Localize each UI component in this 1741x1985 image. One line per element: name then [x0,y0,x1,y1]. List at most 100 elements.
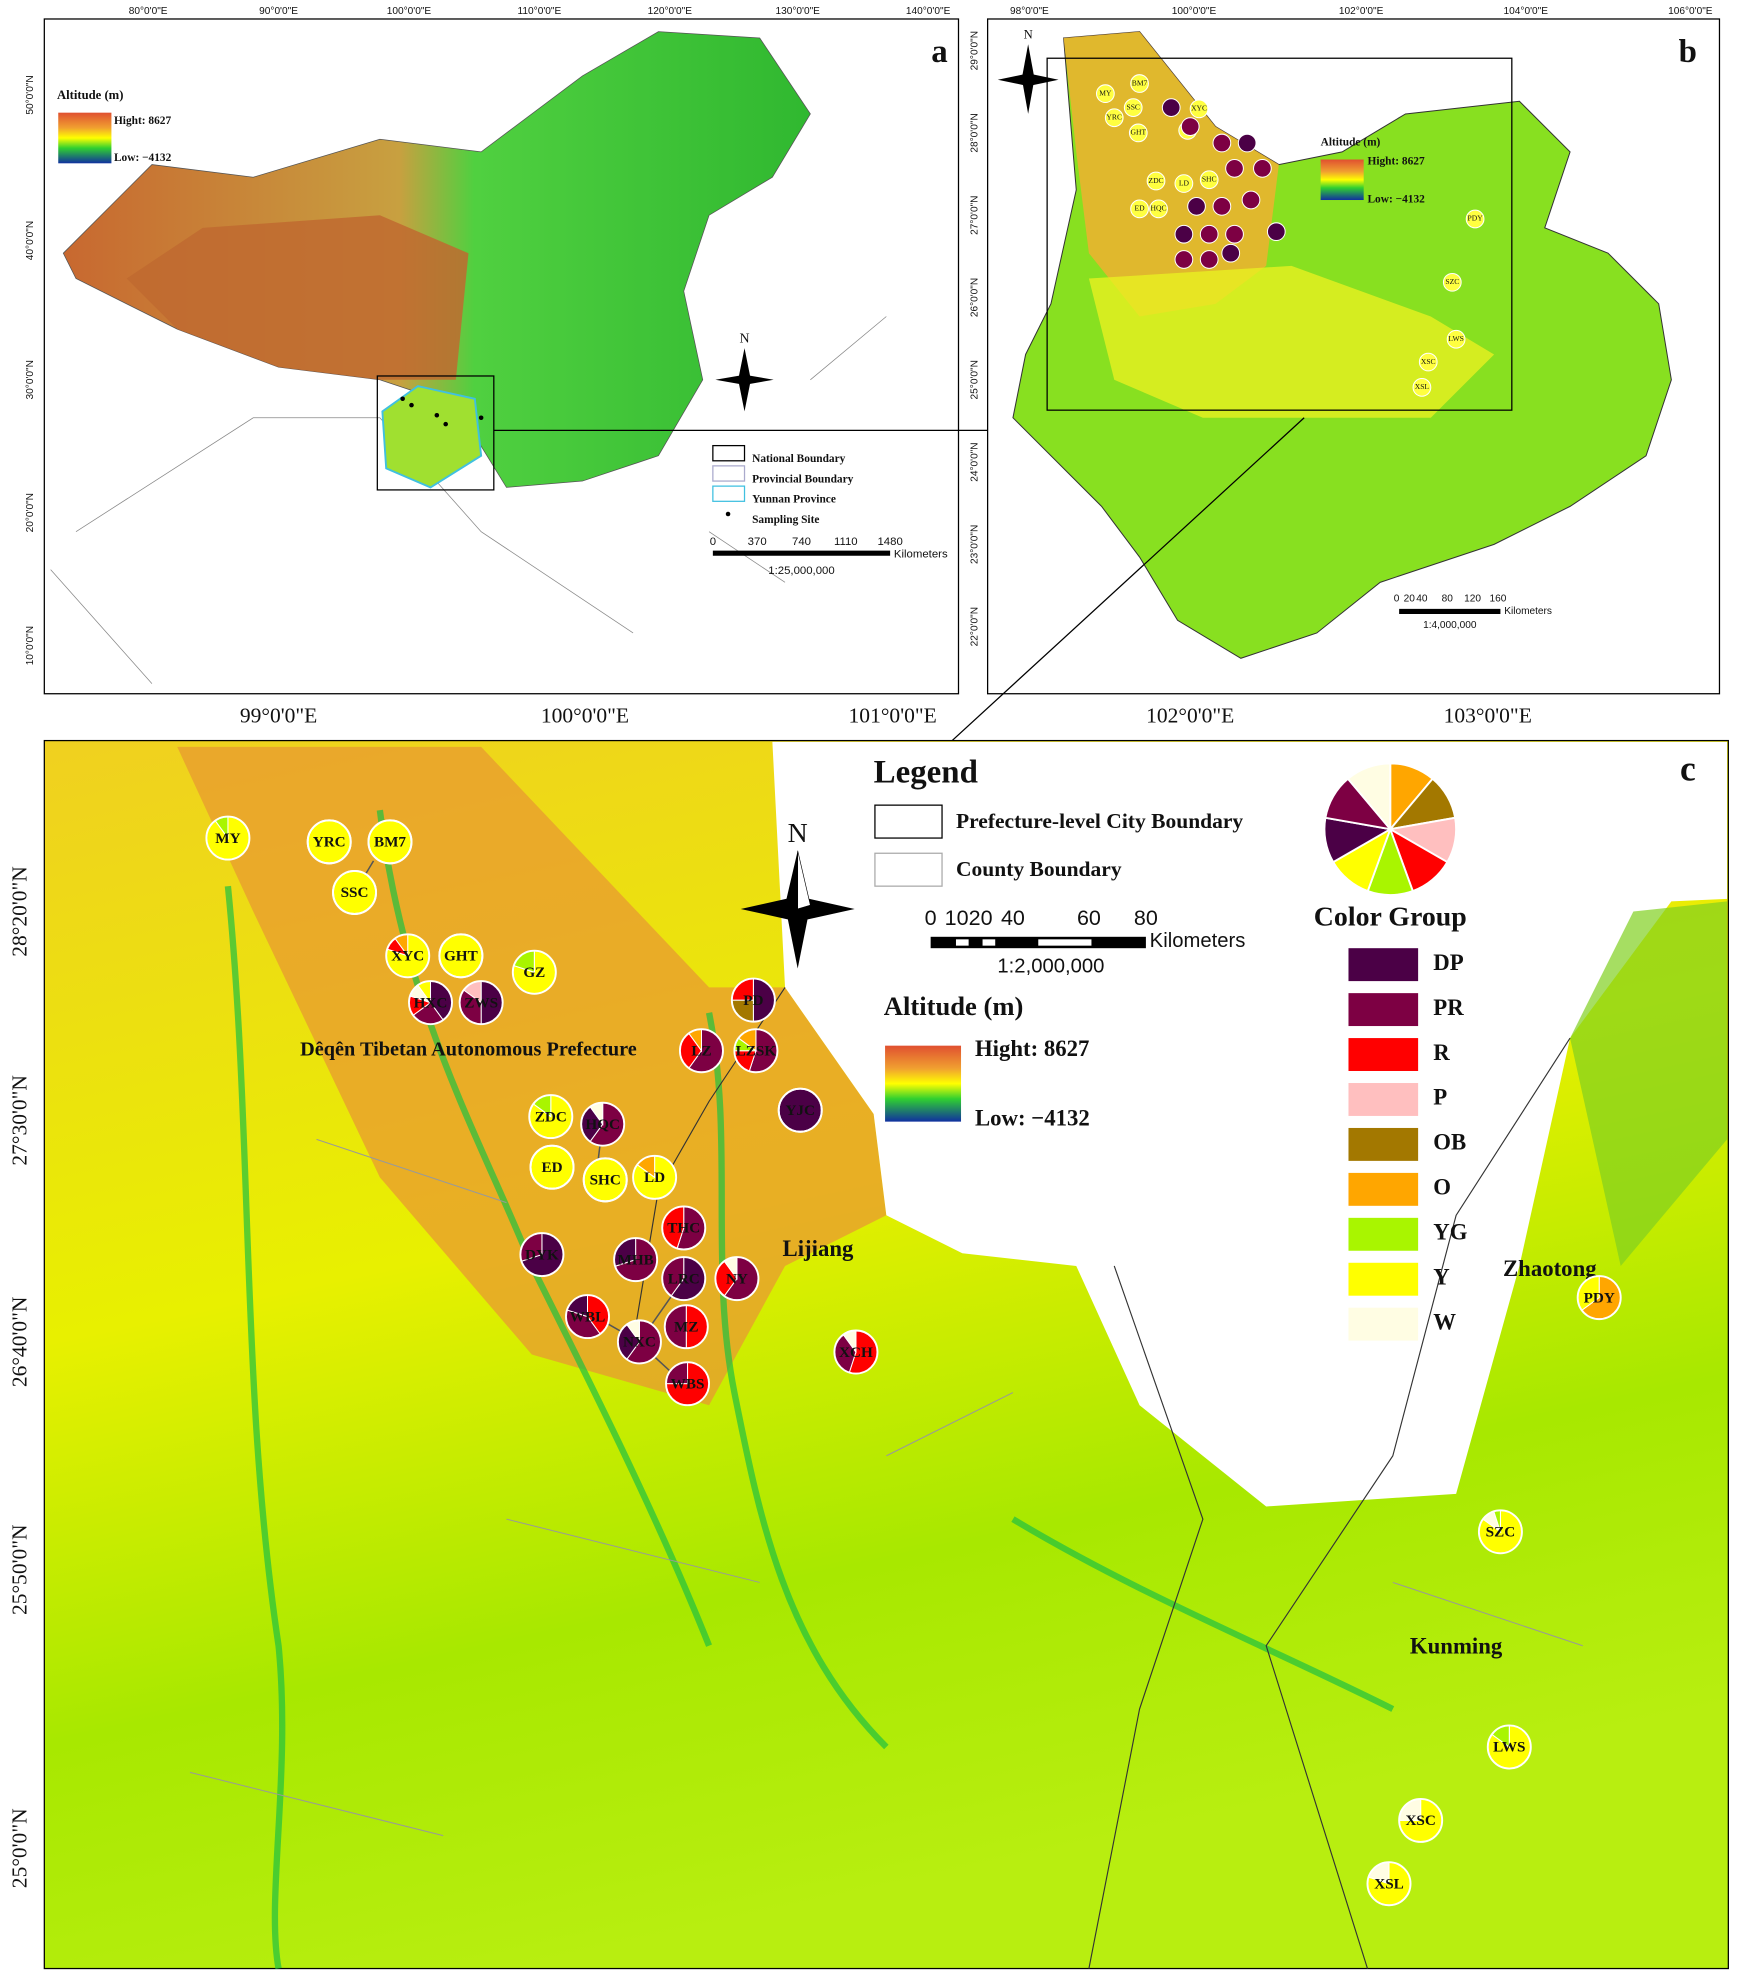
legend-swatch-yunnan [712,485,746,502]
legend-title: Legend [874,754,978,790]
altitude-ramp-a [58,112,112,164]
site-label: SSC [341,884,369,901]
altitude-ramp-c [885,1045,962,1122]
yunnan-box [376,375,495,491]
lon-tick-label: 90°0'0"E [259,6,298,17]
group-swatch [1348,1172,1419,1206]
scale-label: 0 [925,906,937,930]
lat-tick-label: 28°0'0"N [970,113,981,152]
site-label: WBL [570,1308,605,1325]
site-marker [1161,98,1181,117]
site-label: MZ [674,1318,698,1335]
scale-label: 80 [1442,593,1454,604]
lon-tick-label: 98°0'0"E [1010,6,1049,17]
site-marker [1130,74,1149,93]
lat-tick-label: 25°50'0"N [7,1524,31,1615]
scale-bar-c [930,936,1146,949]
scale-label: 40 [1416,593,1428,604]
panel-label: a [931,34,947,70]
lon-tick-label: 102°0'0"E [1339,6,1384,17]
site-marker [1465,209,1485,229]
group-label: P [1433,1085,1447,1110]
site-marker [1412,378,1432,397]
scale-label: 1110 [834,536,858,548]
lon-tick-label: 80°0'0"E [129,6,168,17]
group-label: W [1433,1309,1456,1334]
lat-tick-label: 20°0'0"N [25,493,36,532]
b-midland [1088,265,1495,418]
site-label: YJC [785,1102,815,1119]
group-label: Y [1433,1264,1449,1289]
group-swatch [1348,1038,1419,1071]
pie-outline [661,1205,707,1251]
north-arrow-c [740,850,855,969]
altitude-title: Altitude (m) [884,991,1024,1021]
group-label: O [1433,1175,1451,1200]
scale-label: 1480 [877,536,902,548]
pie-outline [565,1294,610,1340]
scale-unit: Kilometers [894,548,948,560]
zhaotong-terrain [1570,901,1728,1266]
pie-outline [519,1232,565,1278]
site-label: SHC [590,1172,621,1189]
group-label: YG [1433,1220,1467,1245]
lon-tick-label: 110°0'0"E [518,6,562,17]
lat-tick-label: 28°20'0"N [7,866,31,957]
site-label: MY [215,830,240,847]
lat-tick-label: 25°0'0"N [970,360,981,399]
site-label: PDY [1468,214,1484,223]
site-label: MY [1099,88,1112,97]
site-marker [1225,224,1244,244]
lat-tick-label: 27°30'0"N [7,1075,31,1166]
scale-unit: Kilometers [1150,930,1246,952]
boundaries [50,316,887,684]
county-boundaries [189,1138,1583,1837]
pie-outline [613,1237,659,1283]
site-label: HQC [585,1116,620,1133]
lat-tick-label: 23°0'0"N [970,525,981,564]
site-marker [1130,199,1149,219]
pie-outline [580,1101,626,1147]
place-label: Kunming [1410,1633,1503,1658]
scale-ratio: 1:4,000,000 [1423,620,1477,631]
lon-tick-label: 130°0'0"E [775,6,820,17]
place-label: Zhaotong [1503,1256,1597,1281]
site-marker [1199,224,1219,244]
site-label: XSC [1405,1812,1435,1829]
site-label: LRC [668,1270,700,1287]
site-label: ZWS [464,994,498,1011]
legend-swatch-prefecture [874,804,943,839]
site-marker [1128,123,1148,143]
site-label: LZ [691,1042,711,1059]
site-label: MHB [617,1251,653,1268]
lon-tick-label: 106°0'0"E [1668,6,1713,17]
altitude-title: Altitude (m) [57,88,123,102]
site-label: YRC [1106,112,1122,121]
site-marker [1199,170,1219,190]
legend-label: National Boundary [752,453,846,465]
pie-outline [714,1256,760,1302]
site-label: NXC [623,1334,656,1351]
pie-outline [528,1094,574,1140]
pie-outline [529,1144,575,1190]
north-arrow-a [715,348,774,412]
pie-outline [733,1028,779,1074]
panel-label: b [1679,34,1697,70]
scale-unit: Kilometers [1504,606,1552,617]
pie-outline [730,977,776,1023]
site-label: ZDC [1148,176,1163,185]
site-marker [1212,196,1232,216]
group-label: R [1433,1040,1450,1065]
site-marker [1253,159,1272,178]
pie-outline [661,1256,707,1302]
pie-outline [665,1361,711,1407]
lon-tick-label: 99°0'0"E [240,704,317,728]
site-marker [1199,250,1219,269]
sampling-site [443,421,448,427]
site-marker [1096,84,1115,104]
pie-outline [1398,1797,1444,1843]
site-marker [1104,108,1124,128]
scale-label: 370 [748,536,767,548]
site-label: LWS [1493,1739,1525,1756]
